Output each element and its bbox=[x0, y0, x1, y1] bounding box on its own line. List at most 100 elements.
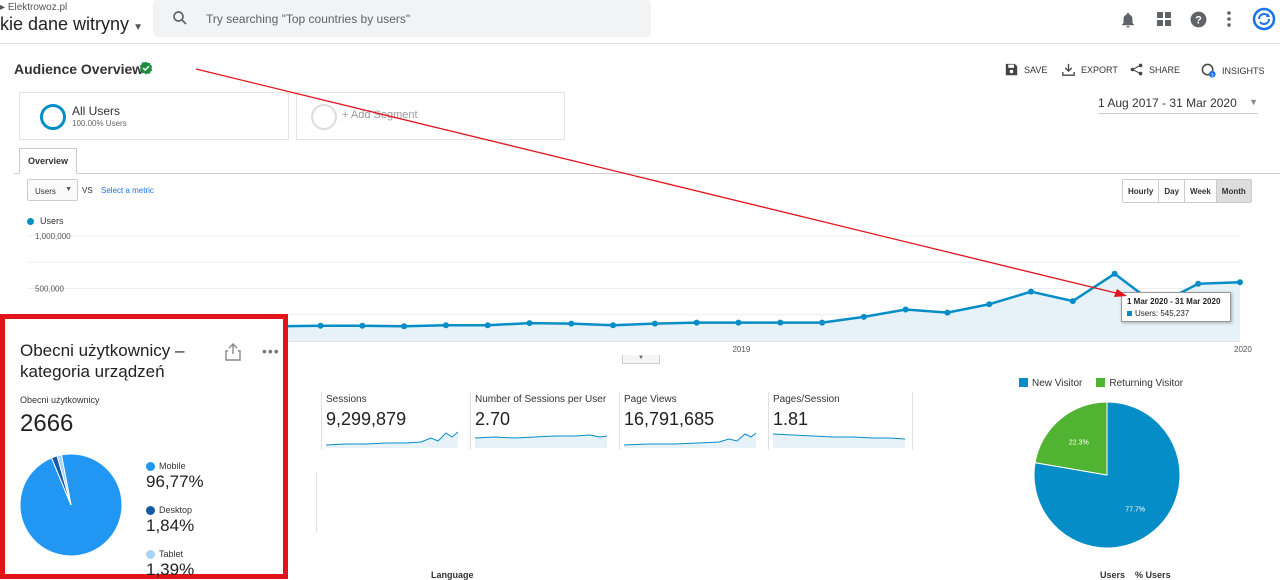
device-pct: 1,39% bbox=[146, 560, 195, 579]
metric-sparkline bbox=[326, 431, 458, 448]
metric-value: 16,791,685 bbox=[624, 409, 715, 429]
tab-overview[interactable]: Overview bbox=[19, 148, 77, 174]
metric-divider bbox=[316, 472, 317, 532]
current-users-label: Obecni użytkownicy bbox=[20, 395, 100, 405]
device-name: Mobile bbox=[159, 461, 186, 471]
tab-bar: Overview bbox=[14, 148, 1280, 174]
share-icon bbox=[1130, 63, 1143, 76]
chevron-down-icon: ▼ bbox=[65, 186, 72, 193]
x-tick-label: 2019 bbox=[732, 345, 750, 354]
metric-value: 1.81 bbox=[773, 409, 809, 429]
device-name: Desktop bbox=[159, 505, 193, 515]
data-point bbox=[902, 306, 909, 313]
series-area bbox=[28, 273, 1240, 341]
save-button[interactable]: SAVE bbox=[1005, 63, 1047, 76]
collapse-chart-button[interactable]: ▼ bbox=[622, 355, 660, 364]
metric-sparkline bbox=[773, 433, 905, 448]
tooltip-value: Users: 545,237 bbox=[1135, 309, 1190, 318]
hourly-button[interactable]: Hourly bbox=[1123, 180, 1160, 202]
chart-legend: Users bbox=[27, 216, 64, 226]
view-name: kie dane witryny bbox=[0, 14, 130, 34]
help-icon[interactable]: ? bbox=[1189, 10, 1208, 29]
metric-select[interactable]: Users ▼ bbox=[27, 179, 78, 201]
data-point bbox=[442, 322, 449, 329]
add-segment-label: + Add Segment bbox=[342, 109, 418, 121]
empty-segment-ring-icon bbox=[311, 104, 337, 130]
visitor-pie-chart: 77.7% 22.3% bbox=[1033, 401, 1181, 549]
pct-users-col-label: % Users bbox=[1135, 570, 1171, 580]
legend-label: Users bbox=[40, 216, 64, 226]
notifications-icon[interactable] bbox=[1119, 10, 1137, 30]
insights-button[interactable]: 3 INSIGHTS bbox=[1201, 63, 1265, 78]
legend-label: Returning Visitor bbox=[1109, 378, 1184, 389]
legend-swatch bbox=[27, 217, 34, 225]
breadcrumb[interactable]: ▸ Elektrowoz.pl bbox=[0, 2, 68, 13]
more-horiz-icon[interactable]: ••• bbox=[262, 343, 280, 359]
pie-slice bbox=[56, 454, 72, 506]
metric-sparkline bbox=[624, 432, 756, 448]
save-label: SAVE bbox=[1024, 64, 1048, 75]
svg-text:?: ? bbox=[1195, 14, 1202, 26]
week-button[interactable]: Week bbox=[1185, 180, 1217, 202]
legend-new-visitor[interactable]: New Visitor bbox=[1019, 378, 1082, 389]
y-tick-label: 1,000,000 bbox=[35, 232, 71, 241]
tooltip-range: 1 Mar 2020 - 31 Mar 2020 bbox=[1127, 297, 1221, 306]
more-vert-icon[interactable] bbox=[1224, 10, 1234, 28]
data-point bbox=[1028, 288, 1035, 295]
export-button[interactable]: EXPORT bbox=[1062, 63, 1118, 76]
visitor-pie-legend: New Visitor Returning Visitor bbox=[1019, 378, 1183, 389]
day-button[interactable]: Day bbox=[1159, 180, 1186, 202]
pie-slice-label: 22.3% bbox=[1069, 440, 1089, 447]
chevron-down-icon: ▼ bbox=[133, 22, 143, 33]
date-range-picker[interactable]: 1 Aug 2017 - 31 Mar 2020 ▼ bbox=[1098, 94, 1258, 114]
share-button[interactable]: SHARE bbox=[1130, 63, 1180, 76]
add-segment-button[interactable]: + Add Segment bbox=[296, 92, 565, 140]
select-metric-link[interactable]: Select a metric bbox=[101, 186, 154, 195]
legend-dot bbox=[146, 461, 155, 471]
view-selector[interactable]: kie dane witryny ▼ bbox=[0, 14, 143, 35]
metric-sessions[interactable]: Sessions 9,299,879 bbox=[321, 392, 461, 450]
data-point bbox=[526, 320, 533, 327]
legend-returning-visitor[interactable]: Returning Visitor bbox=[1096, 378, 1183, 389]
y-tick-label: 500,000 bbox=[35, 285, 64, 294]
month-button[interactable]: Month bbox=[1216, 180, 1251, 202]
data-point bbox=[401, 323, 408, 330]
share-icon[interactable] bbox=[225, 343, 241, 361]
data-point bbox=[735, 319, 742, 326]
data-point bbox=[651, 320, 658, 327]
segment-all-users[interactable]: All Users 100.00% Users bbox=[19, 92, 289, 140]
apps-icon[interactable] bbox=[1156, 11, 1172, 27]
data-point bbox=[1069, 298, 1076, 305]
data-point bbox=[819, 319, 826, 326]
pie-slice bbox=[1034, 401, 1108, 476]
device-category-card: Obecni użytkownicy – kategoria urządzeń … bbox=[0, 314, 288, 579]
page-header: Audience Overview SAVE EXPORT SHARE 3 IN… bbox=[0, 44, 1280, 92]
legend-swatch bbox=[1096, 378, 1106, 387]
metric-pages-per-session[interactable]: Pages/Session 1.81 bbox=[768, 392, 913, 450]
insights-label: INSIGHTS bbox=[1222, 65, 1265, 76]
segment-sub: 100.00% Users bbox=[72, 119, 127, 128]
metric-sparkline bbox=[475, 434, 607, 448]
export-icon bbox=[1062, 63, 1075, 76]
account-icon[interactable] bbox=[1252, 7, 1276, 31]
data-point bbox=[986, 301, 993, 308]
legend-dot bbox=[146, 505, 155, 515]
search-input[interactable]: Try searching "Top countries by users" bbox=[206, 12, 411, 26]
data-point bbox=[317, 322, 324, 329]
date-range-text: 1 Aug 2017 - 31 Mar 2020 bbox=[1098, 96, 1237, 110]
metric-page-views[interactable]: Page Views 16,791,685 bbox=[619, 392, 759, 450]
pie-slice-label: 77.7% bbox=[1125, 506, 1145, 513]
search-bar[interactable]: Try searching "Top countries by users" bbox=[153, 0, 651, 37]
share-label: SHARE bbox=[1149, 64, 1181, 75]
segment-name: All Users bbox=[72, 104, 121, 118]
breadcrumb-account: Elektrowoz.pl bbox=[7, 2, 68, 13]
device-pct: 96,77% bbox=[146, 472, 204, 491]
users-col-label: Users bbox=[1100, 570, 1126, 580]
metric-label: Page Views bbox=[624, 394, 677, 405]
data-point bbox=[1237, 279, 1243, 286]
metric-value: 2.70 bbox=[475, 409, 511, 429]
pie-slice bbox=[1033, 401, 1181, 549]
data-point bbox=[777, 319, 784, 326]
metric-sessions-per-user[interactable]: Number of Sessions per User 2.70 bbox=[470, 392, 610, 450]
current-users-count: 2666 bbox=[20, 410, 74, 437]
